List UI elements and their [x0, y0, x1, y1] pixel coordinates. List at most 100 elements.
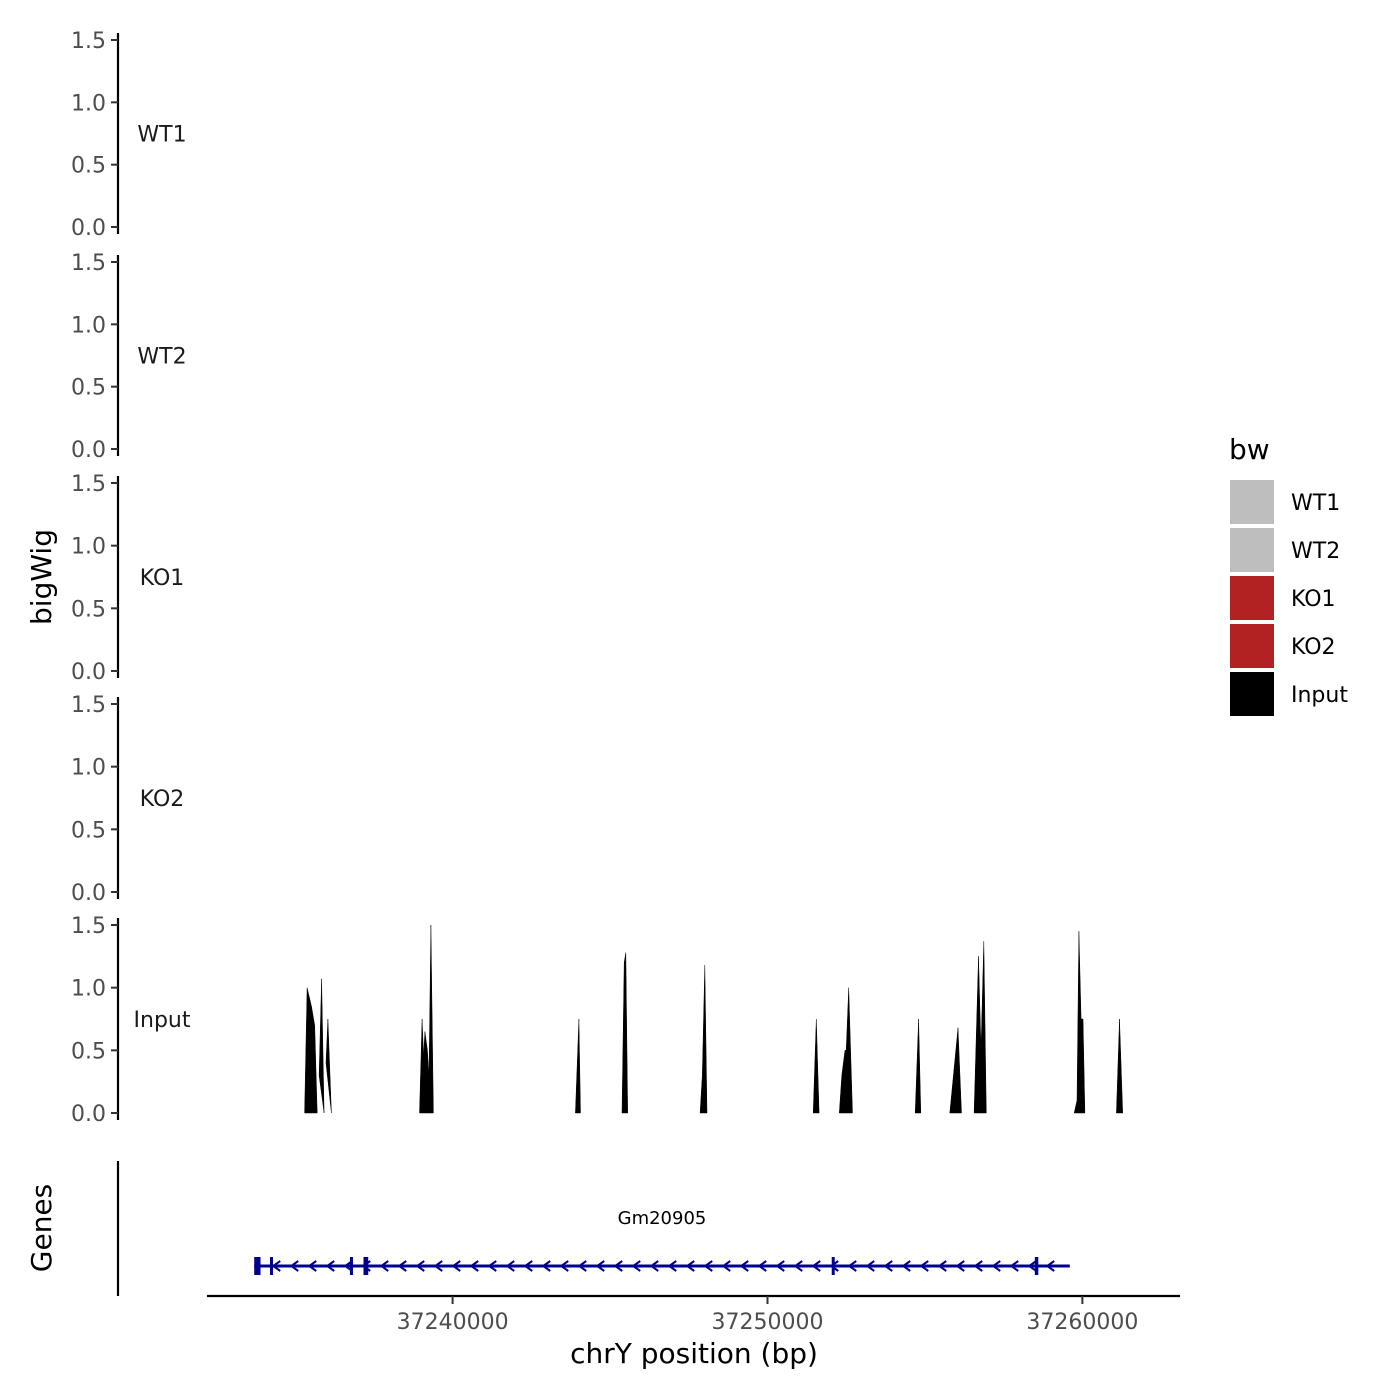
track-label-ko2: KO2	[140, 787, 185, 812]
y-tick-label: 1.5	[71, 251, 106, 276]
gene-strand-arrow	[415, 1260, 425, 1272]
gene-strand-arrow	[343, 1260, 353, 1272]
legend: bw WT1 WT2 KO1 KO2 Input	[1229, 433, 1348, 716]
gene-strand-arrow	[469, 1260, 479, 1272]
legend-label-input: Input	[1291, 683, 1348, 708]
y-tick-label: 0.5	[71, 1039, 106, 1064]
gene-strand-arrow	[775, 1260, 785, 1272]
gene-strand-arrow	[541, 1260, 551, 1272]
gene-exon	[831, 1257, 835, 1275]
y-tick-label: 1.0	[71, 313, 106, 338]
gene-strand-arrow	[325, 1260, 335, 1272]
signal-tracks: 0.0 0.5 1.0 1.5 WT1 0.0 0.5 1.0 1.5 WT2 0.0 0.5 1.0 1…	[71, 29, 1123, 1127]
track-wt2: 0.0 0.5 1.0 1.5 WT2	[71, 251, 187, 463]
gene-strand-arrow	[793, 1260, 803, 1272]
gene-strand-arrow	[451, 1260, 461, 1272]
y-tick-label: 1.0	[71, 977, 106, 1002]
gene-exon	[349, 1257, 353, 1275]
genes-panel: Gm20905	[116, 1161, 1070, 1296]
gene-strand-arrow	[487, 1260, 497, 1272]
y-tick-label: 0.0	[71, 216, 106, 241]
y-tick-label: 1.0	[71, 535, 106, 560]
gene-strand-arrow	[955, 1260, 965, 1272]
gene-strand-arrow	[901, 1260, 911, 1272]
genes-axis-title: Genes	[25, 1184, 58, 1272]
gene-exon	[1034, 1257, 1039, 1275]
y-tick-label: 0.5	[71, 597, 106, 622]
gene-strand-arrow	[721, 1260, 731, 1272]
gene-strand-arrow	[595, 1260, 605, 1272]
y-tick-label: 1.5	[71, 693, 106, 718]
y-tick-label: 0.0	[71, 438, 106, 463]
y-tick-label: 0.5	[71, 154, 106, 179]
gene-strand-arrow	[685, 1260, 695, 1272]
legend-label-ko2: KO2	[1291, 635, 1336, 660]
track-label-wt2: WT2	[137, 345, 186, 370]
y-tick-label: 1.5	[71, 29, 106, 54]
x-axis-title: chrY position (bp)	[570, 1337, 818, 1370]
gene-strand-arrow	[865, 1260, 875, 1272]
y-tick-label: 1.5	[71, 914, 106, 939]
legend-label-wt1: WT1	[1291, 491, 1340, 516]
gene-strand-arrow	[847, 1260, 857, 1272]
gene-strand-arrow	[1045, 1260, 1055, 1272]
track-input-signal-area	[304, 924, 1123, 1114]
y-tick-label: 0.0	[71, 881, 106, 906]
legend-swatch-ko1	[1230, 576, 1274, 620]
track-label-wt1: WT1	[137, 123, 186, 148]
track-label-ko1: KO1	[140, 566, 185, 591]
gene-strand-arrow	[811, 1260, 821, 1272]
y-tick-label: 0.5	[71, 376, 106, 401]
x-axis: 37240000 37250000 37260000	[207, 1294, 1180, 1335]
y-tick-label: 0.0	[71, 660, 106, 685]
gene-exon	[254, 1257, 261, 1275]
gene-strand-arrow	[1027, 1260, 1037, 1272]
y-tick-label: 0.5	[71, 818, 106, 843]
gene-strand-arrow	[883, 1260, 893, 1272]
legend-swatch-input	[1230, 672, 1274, 716]
legend-label-ko1: KO1	[1291, 587, 1336, 612]
gene-strand-arrow	[289, 1260, 299, 1272]
track-label-input: Input	[134, 1008, 191, 1033]
gene-strand-arrow	[577, 1260, 587, 1272]
x-tick-label: 37250000	[712, 1310, 824, 1335]
gene-strand-arrow	[973, 1260, 983, 1272]
gene-strand-arrow	[991, 1260, 1001, 1272]
track-wt1: 0.0 0.5 1.0 1.5 WT1	[71, 29, 187, 241]
gene-strand-arrow	[559, 1260, 569, 1272]
track-ko1: 0.0 0.5 1.0 1.5 KO1	[71, 472, 184, 685]
y-tick-label: 0.0	[71, 1102, 106, 1127]
track-ko2: 0.0 0.5 1.0 1.5 KO2	[71, 693, 184, 906]
gene-strand-arrow	[631, 1260, 641, 1272]
legend-label-wt2: WT2	[1291, 539, 1340, 564]
gene-strand-arrow	[829, 1260, 839, 1272]
gene-strand-arrow	[703, 1260, 713, 1272]
gene-strand-arrow	[271, 1260, 281, 1272]
gene-strand-arrow	[739, 1260, 749, 1272]
legend-swatch-wt1	[1230, 480, 1274, 524]
gene-strand-arrow	[397, 1260, 407, 1272]
legend-swatch-wt2	[1230, 528, 1274, 572]
gene-strand-arrow	[523, 1260, 533, 1272]
gene-strand-arrow	[433, 1260, 443, 1272]
gene-strand-arrow	[649, 1260, 659, 1272]
gene-strand-arrow	[919, 1260, 929, 1272]
y-tick-label: 1.5	[71, 472, 106, 497]
y-tick-label: 1.0	[71, 91, 106, 116]
x-tick-label: 37240000	[397, 1310, 509, 1335]
gene-strand-arrow	[505, 1260, 515, 1272]
legend-title: bw	[1229, 433, 1270, 466]
y-tick-label: 1.0	[71, 756, 106, 781]
gene-strand-arrow	[937, 1260, 947, 1272]
track-input: 0.0 0.5 1.0 1.5 Input	[71, 914, 1123, 1127]
gene-strand-arrow	[307, 1260, 317, 1272]
gene-strand-arrow	[613, 1260, 623, 1272]
gene-exon	[363, 1257, 369, 1275]
y-axis-title: bigWig	[25, 529, 58, 625]
gene-strand-arrow	[757, 1260, 767, 1272]
gene-strand-arrow	[1009, 1260, 1019, 1272]
x-tick-label: 37260000	[1026, 1310, 1138, 1335]
gene-strand-arrow	[379, 1260, 389, 1272]
gene-name-label: Gm20905	[618, 1208, 707, 1229]
